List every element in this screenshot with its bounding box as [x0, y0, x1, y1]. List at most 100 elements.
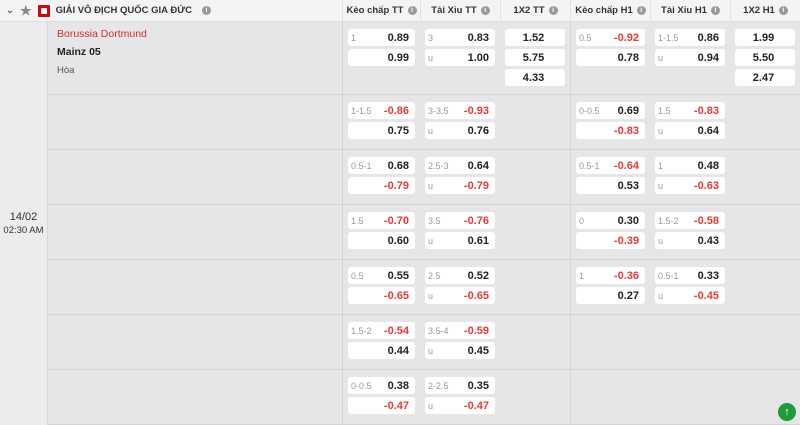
info-icon[interactable]: i — [548, 6, 558, 15]
odds-button[interactable]: u 0.94 — [655, 49, 725, 66]
handicap-line: 1-1.5 — [658, 32, 679, 43]
odds-button[interactable]: -0.39 — [576, 232, 645, 249]
odds-button[interactable]: 1.52 — [505, 29, 565, 46]
odds-button[interactable]: 2.47 — [735, 69, 795, 86]
odds-button[interactable]: 0.78 — [576, 49, 645, 66]
odds-value: 0.30 — [617, 214, 639, 227]
odds-button[interactable]: 0.44 — [348, 342, 415, 359]
odds-button[interactable]: -0.83 — [576, 122, 645, 139]
odds-value: -0.63 — [693, 179, 719, 192]
home-team[interactable]: Borussia Dortmund — [57, 28, 147, 40]
odds-button[interactable]: u -0.79 — [425, 177, 495, 194]
odds-button[interactable]: 3-3.5 -0.93 — [425, 102, 495, 119]
info-icon[interactable]: i — [201, 6, 211, 15]
odds-button[interactable]: 0.5-1 0.68 — [348, 157, 415, 174]
odds-button[interactable]: 5.75 — [505, 49, 565, 66]
odds-button[interactable]: 0.5 0.55 — [348, 267, 415, 284]
col-ou_ft: 2-2.5 0.35 u -0.47 — [420, 370, 500, 424]
odds-value: 0.61 — [467, 234, 489, 247]
col-x12_h1 — [730, 205, 800, 259]
col-hdp_h1: 1 -0.36 0.27 — [570, 260, 650, 314]
info-icon[interactable]: i — [636, 6, 646, 15]
star-icon[interactable]: ★ — [19, 2, 32, 18]
odds-button[interactable]: u 1.00 — [425, 49, 495, 66]
odds-button[interactable]: 2-2.5 0.35 — [425, 377, 495, 394]
odds-button[interactable]: 5.50 — [735, 49, 795, 66]
odds-button[interactable]: -0.65 — [348, 287, 415, 304]
odds-button[interactable]: u 0.43 — [655, 232, 725, 249]
handicap-line: 3 — [428, 32, 434, 43]
odds-button[interactable]: 1 0.89 — [348, 29, 415, 46]
odds-button[interactable]: 0.99 — [348, 49, 415, 66]
away-team[interactable]: Mainz 05 — [57, 46, 101, 58]
odds-button[interactable]: 0.53 — [576, 177, 645, 194]
handicap-line: 0.5-1 — [351, 160, 372, 171]
odds-button[interactable]: 0.5-1 0.33 — [655, 267, 725, 284]
col-header-hdp-ft: Kèo chấp TT i — [342, 0, 420, 21]
col-hdp_h1: 0 0.30 -0.39 — [570, 205, 650, 259]
col-x12_ft: 1.52 5.75 4.33 — [500, 22, 570, 94]
odds-value: 5.50 — [752, 51, 775, 64]
odds-button[interactable]: 1.5 -0.83 — [655, 102, 725, 119]
odds-button[interactable]: u -0.65 — [425, 287, 495, 304]
date-spacer — [0, 95, 48, 149]
odds-button[interactable]: u -0.47 — [425, 397, 495, 414]
odds-button[interactable]: u 0.45 — [425, 342, 495, 359]
col-ou_h1: 1.5 -0.83 u 0.64 — [650, 95, 730, 149]
odds-button[interactable]: 3.5 -0.76 — [425, 212, 495, 229]
odds-button[interactable]: -0.47 — [348, 397, 415, 414]
info-icon[interactable]: i — [480, 6, 490, 15]
odds-button[interactable]: 1-1.5 0.86 — [655, 29, 725, 46]
odds-button[interactable]: 0.75 — [348, 122, 415, 139]
odds-button[interactable]: u -0.45 — [655, 287, 725, 304]
odds-button[interactable]: 0-0.5 0.69 — [576, 102, 645, 119]
match-kickoff: 02:30 AM — [3, 225, 44, 236]
info-icon[interactable]: i — [778, 6, 788, 15]
odds-value: 0.60 — [387, 234, 409, 247]
odds-button[interactable]: 0 0.30 — [576, 212, 645, 229]
handicap-line: u — [428, 400, 434, 411]
odds-button[interactable]: u 0.61 — [425, 232, 495, 249]
odds-button[interactable]: 4.33 — [505, 69, 565, 86]
match-odds-table: 14/02 02:30 AM Borussia Dortmund Mainz 05… — [0, 22, 800, 425]
odds-button[interactable]: -0.79 — [348, 177, 415, 194]
odds-button[interactable]: u 0.76 — [425, 122, 495, 139]
odds-button[interactable]: 0-0.5 0.38 — [348, 377, 415, 394]
col-hdp_ft: 1-1.5 -0.86 0.75 — [342, 95, 420, 149]
odds-value: -0.47 — [383, 399, 409, 412]
odds-value: 1.99 — [752, 31, 775, 44]
col-hdp_ft: 1 0.89 0.99 — [342, 22, 420, 94]
date-spacer — [0, 370, 48, 424]
odds-button[interactable]: 0.27 — [576, 287, 645, 304]
odds-button[interactable]: 1.5-2 -0.54 — [348, 322, 415, 339]
odds-button[interactable]: 3 0.83 — [425, 29, 495, 46]
col-x12_h1 — [730, 260, 800, 314]
odds-button[interactable]: u 0.64 — [655, 122, 725, 139]
info-icon[interactable]: i — [710, 6, 720, 15]
odds-value: 0.52 — [467, 269, 489, 282]
odds-button[interactable]: 1 0.48 — [655, 157, 725, 174]
odds-button[interactable]: 0.5-1 -0.64 — [576, 157, 645, 174]
odds-button[interactable]: 0.5 -0.92 — [576, 29, 645, 46]
odds-button[interactable]: 2.5-3 0.64 — [425, 157, 495, 174]
odds-button[interactable]: 0.60 — [348, 232, 415, 249]
handicap-line: u — [428, 345, 434, 356]
teams-cell — [48, 260, 342, 314]
odds-button[interactable]: u -0.63 — [655, 177, 725, 194]
odds-button[interactable]: 1-1.5 -0.86 — [348, 102, 415, 119]
handicap-line: u — [428, 180, 434, 191]
odds-button[interactable]: 1.99 — [735, 29, 795, 46]
handicap-line: 0.5 — [351, 270, 364, 281]
handicap-line: 1.5 — [658, 105, 671, 116]
odds-button[interactable]: 1.5 -0.70 — [348, 212, 415, 229]
info-icon[interactable]: i — [407, 6, 417, 15]
odds-button[interactable]: 1.5-2 -0.58 — [655, 212, 725, 229]
odds-button[interactable]: 2.5 0.52 — [425, 267, 495, 284]
chevron-down-icon[interactable]: ⌄ — [6, 5, 14, 16]
odds-button[interactable]: 3.5-4 -0.59 — [425, 322, 495, 339]
odds-button[interactable]: 1 -0.36 — [576, 267, 645, 284]
scroll-to-top-button[interactable]: ↑ — [778, 403, 796, 421]
date-spacer — [0, 205, 48, 259]
odds-value: -0.58 — [693, 214, 719, 227]
handicap-line: 1-1.5 — [351, 105, 372, 116]
